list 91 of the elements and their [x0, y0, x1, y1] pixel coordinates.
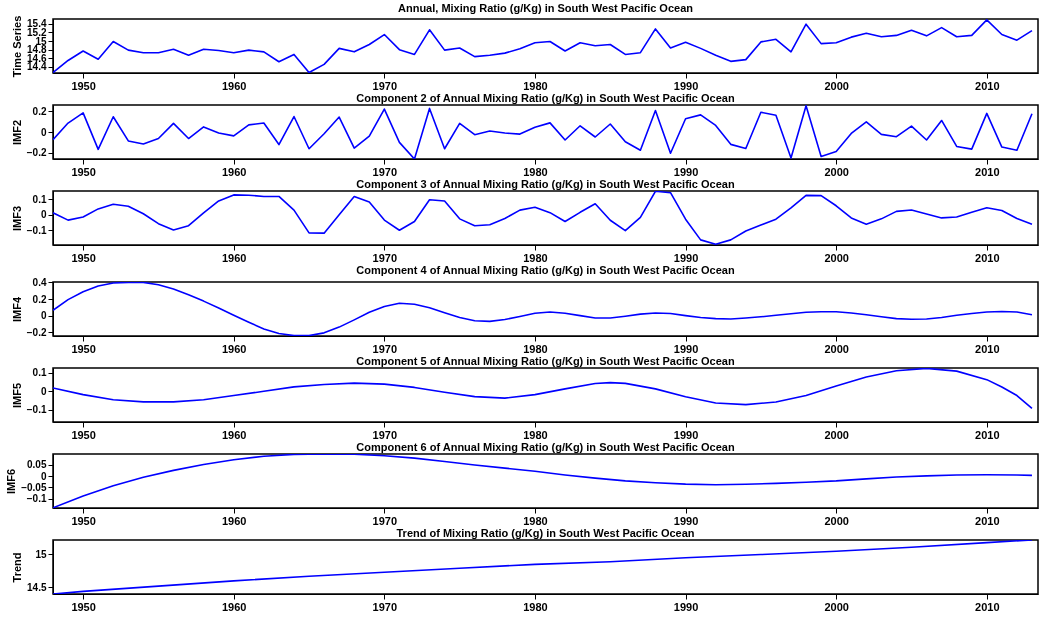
x-tick-label: 2010 — [975, 79, 1000, 92]
y-tick-label: −0.05 — [21, 481, 47, 493]
y-tick-label: 0.4 — [32, 276, 47, 288]
y-axis-title: IMF4 — [10, 296, 23, 323]
chart-title: Component 2 of Annual Mixing Ratio (g/Kg) in South West Pacific Ocean — [356, 92, 735, 104]
x-tick-label: 1970 — [372, 342, 398, 355]
y-tick-label: 0 — [40, 470, 47, 482]
x-tick-label: 1950 — [71, 342, 96, 355]
line-series — [53, 368, 1033, 410]
y-axis-title: IMF3 — [10, 205, 23, 232]
x-tick-label: 2000 — [824, 428, 849, 441]
x-tick-label: 1970 — [372, 79, 398, 92]
x-tick-label: 1980 — [523, 342, 548, 355]
y-tick-label: 15 — [35, 35, 47, 47]
x-tick-label: 1960 — [221, 342, 247, 355]
y-tick-label: 0.1 — [32, 193, 47, 205]
y-tick-label: −0.1 — [26, 224, 47, 236]
x-tick-label: 1980 — [523, 514, 548, 527]
x-tick-label: 2000 — [824, 165, 849, 178]
y-tick-label: 0 — [40, 209, 47, 221]
x-tick-label: 1980 — [523, 165, 548, 178]
x-tick-label: 1980 — [523, 251, 548, 264]
x-tick-label: 2010 — [975, 428, 1000, 441]
line-series — [53, 282, 1033, 336]
x-tick-label: 1960 — [221, 165, 247, 178]
x-tick-label: 1980 — [523, 600, 548, 613]
x-tick-label: 1990 — [673, 342, 699, 355]
x-tick-label: 1950 — [71, 165, 96, 178]
y-axis-title: IMF6 — [5, 468, 18, 495]
x-tick-label: 2010 — [975, 165, 1000, 178]
line-series — [53, 540, 1033, 594]
x-tick-label: 1990 — [673, 251, 699, 264]
line-series — [53, 105, 1033, 159]
x-tick-label: 1970 — [372, 514, 398, 527]
y-axis-title: IMF2 — [10, 119, 23, 146]
x-tick-label: 1980 — [523, 79, 548, 92]
x-tick-label: 1960 — [221, 514, 247, 527]
y-axis-title: IMF5 — [10, 382, 23, 409]
x-tick-label: 1950 — [71, 428, 96, 441]
x-tick-label: 2000 — [824, 79, 849, 92]
x-tick-label: 1960 — [221, 600, 247, 613]
x-tick-label: 1960 — [221, 251, 247, 264]
x-tick-label: 2010 — [975, 600, 1000, 613]
x-tick-label: 1990 — [673, 428, 699, 441]
x-tick-label: 1950 — [71, 600, 96, 613]
line-series — [53, 191, 1033, 245]
x-tick-label: 1950 — [71, 251, 96, 264]
chart-title: Annual, Mixing Ratio (g/Kg) in South West Pacific Ocean — [398, 2, 694, 15]
x-tick-label: 1970 — [372, 428, 398, 441]
x-tick-label: 1990 — [673, 514, 699, 527]
x-tick-label: 1950 — [71, 79, 96, 92]
x-tick-label: 1950 — [71, 514, 96, 527]
x-tick-label: 1990 — [673, 165, 699, 178]
y-tick-label: 0.2 — [32, 293, 47, 305]
x-tick-label: 2000 — [824, 251, 849, 264]
chart-title: Component 3 of Annual Mixing Ratio (g/Kg) in South West Pacific Ocean — [356, 178, 735, 190]
chart-title: Component 6 of Annual Mixing Ratio (g/Kg) in South West Pacific Ocean — [356, 441, 735, 453]
x-tick-label: 1970 — [372, 251, 398, 264]
y-tick-label: −0.1 — [26, 493, 47, 505]
x-tick-label: 2010 — [975, 342, 1000, 355]
y-tick-label: 15 — [35, 548, 47, 560]
x-tick-label: 2000 — [824, 600, 849, 613]
y-axis-title: Time Series — [11, 15, 24, 78]
y-tick-label: 0 — [40, 385, 47, 397]
y-tick-label: 0 — [40, 310, 47, 322]
y-tick-label: 14.5 — [27, 581, 47, 593]
y-tick-label: 0.1 — [32, 367, 47, 379]
line-series — [53, 454, 1033, 508]
y-tick-label: −0.1 — [26, 404, 47, 416]
y-tick-label: −0.2 — [26, 147, 47, 159]
x-tick-label: 2000 — [824, 514, 849, 527]
y-tick-label: 0.05 — [27, 459, 47, 471]
x-tick-label: 1960 — [221, 79, 247, 92]
x-tick-label: 1970 — [372, 600, 398, 613]
y-axis-title: Trend — [11, 552, 24, 583]
chart-title: Component 5 of Annual Mixing Ratio (g/Kg) in South West Pacific Ocean — [356, 354, 735, 367]
y-tick-label: 0 — [40, 126, 47, 138]
x-tick-label: 1990 — [673, 79, 699, 92]
y-tick-label: 0.2 — [32, 105, 47, 117]
y-tick-label: 14.4 — [27, 61, 47, 73]
x-tick-label: 2000 — [824, 342, 849, 355]
line-series — [53, 19, 1033, 73]
y-tick-label: −0.2 — [26, 326, 47, 338]
x-tick-label: 2010 — [975, 514, 1000, 527]
x-tick-label: 1960 — [221, 428, 247, 441]
x-tick-label: 2010 — [975, 251, 1000, 264]
x-tick-label: 1980 — [523, 428, 548, 441]
x-tick-label: 1990 — [673, 600, 699, 613]
x-tick-label: 1970 — [372, 165, 398, 178]
chart-title: Component 4 of Annual Mixing Ratio (g/Kg) in South West Pacific Ocean — [356, 264, 735, 277]
chart-title: Trend of Mixing Ratio (g/Kg) in South West Pacific Ocean — [396, 527, 695, 539]
